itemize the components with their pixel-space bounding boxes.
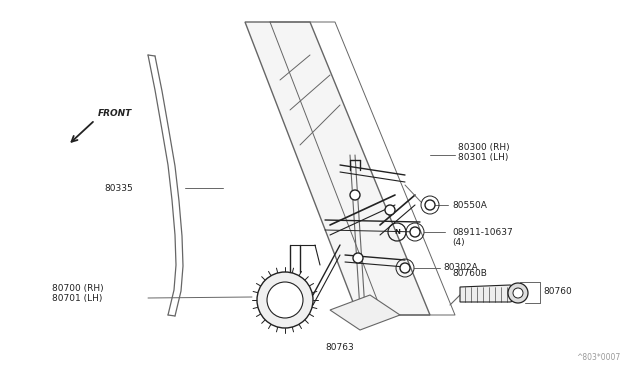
Text: 80760B: 80760B	[452, 269, 488, 278]
Text: 80301 (LH): 80301 (LH)	[458, 153, 508, 162]
Text: 80763: 80763	[326, 343, 355, 352]
Text: 80700 (RH): 80700 (RH)	[52, 284, 104, 293]
Polygon shape	[460, 285, 525, 302]
Circle shape	[410, 227, 420, 237]
Text: 80701 (LH): 80701 (LH)	[52, 294, 102, 303]
Circle shape	[425, 200, 435, 210]
Text: 08911-10637
(4): 08911-10637 (4)	[452, 228, 513, 247]
Circle shape	[267, 282, 303, 318]
Circle shape	[400, 263, 410, 273]
Text: 80550A: 80550A	[452, 201, 487, 209]
Circle shape	[257, 272, 313, 328]
Circle shape	[508, 283, 528, 303]
Circle shape	[513, 288, 523, 298]
Text: 80302A: 80302A	[443, 263, 477, 273]
Text: FRONT: FRONT	[98, 109, 132, 118]
Circle shape	[385, 205, 395, 215]
Text: 80760: 80760	[543, 288, 572, 296]
Text: 80335: 80335	[104, 183, 132, 192]
Circle shape	[350, 190, 360, 200]
Circle shape	[353, 253, 363, 263]
Text: ^803*0007: ^803*0007	[576, 353, 620, 362]
Polygon shape	[245, 22, 430, 315]
Polygon shape	[330, 295, 400, 330]
Text: N: N	[394, 229, 400, 235]
Text: 80300 (RH): 80300 (RH)	[458, 143, 509, 152]
